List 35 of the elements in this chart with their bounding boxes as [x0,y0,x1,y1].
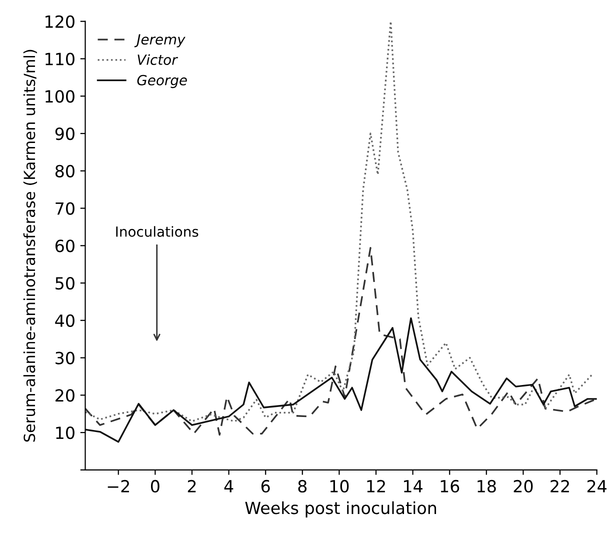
legend-label: Jeremy [134,34,186,48]
y-tick-label: 100 [46,90,74,103]
y-tick-label: 80 [55,164,74,178]
line-series [85,21,594,422]
y-tick-label: 10 [56,426,74,440]
x-tick-label: 12 [367,480,385,492]
y-tick-label: 50 [56,276,74,290]
x-tick-label: 18 [478,480,496,493]
y-tick-label: 60 [55,240,74,252]
y-axis-title: Serum-alanine-aminotransferase (Karmen units/ml) [23,50,38,442]
x-tick-label: 14 [404,480,422,492]
y-tick-label: 40 [55,314,74,327]
x-tick-label: 10 [330,480,349,493]
y-tick-label: 30 [56,352,74,364]
x-tick-label: 6 [261,480,270,493]
y-tick-label: 120 [46,15,74,28]
x-tick-label: 16 [440,480,460,493]
x-tick-label: 2 [188,480,196,492]
y-tick-label: 90 [55,127,74,140]
legend-label: George [137,74,187,88]
x-tick-label: 0 [150,480,160,493]
x-tick-label: 20 [514,480,533,493]
legend-label: Victor [138,54,178,65]
line-series [85,317,597,443]
y-tick-label: 70 [56,202,74,215]
x-axis-title: Weeks post inoculation [245,501,436,518]
line-series [85,247,597,436]
annotation: Inoculations [116,226,198,237]
x-tick-label: −2 [108,480,129,492]
x-tick-label: 22 [550,480,569,492]
x-tick-label: 4 [224,480,234,492]
y-tick-label: 20 [56,389,74,402]
y-tick-label: 110 [46,52,74,66]
x-tick-label: 8 [298,480,307,493]
x-tick-label: 24 [587,480,606,492]
